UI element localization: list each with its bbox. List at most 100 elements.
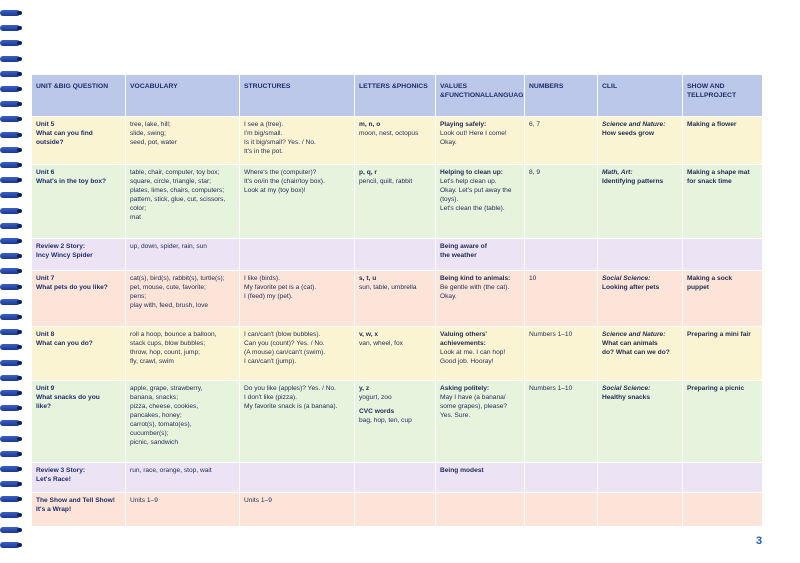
cell-text-line: slide, swing;: [130, 130, 166, 137]
spiral-ring: [0, 192, 22, 199]
cell-text-line: I (feed) my (pet).: [244, 293, 293, 300]
cell-text-line: Numbers 1–10: [529, 385, 573, 392]
vocabulary-cell: run, race, orange, stop, wait: [125, 462, 240, 493]
spiral-ring: [0, 207, 22, 214]
cell-text-line: Unit 7: [36, 275, 55, 282]
table-row: Unit 7 What pets do you like? cat(s), bird…: [31, 270, 763, 327]
header-text-line: LANGUAGE: [489, 91, 525, 99]
cell-text-line: table, chair, computer, toy box;: [130, 169, 220, 176]
cell-text-line: achievements:: [440, 340, 486, 347]
numbers-cell: 6, 7: [524, 116, 598, 165]
unit-cell: Unit 5 What can you find outside?: [31, 116, 126, 165]
structures-cell: [239, 462, 355, 493]
clil-cell: Social Science: Healthy snacks: [597, 380, 683, 463]
cell-text-line: stack cups, blow bubbles;: [130, 340, 206, 347]
table-row: Review 2 Story: Incy Wincy Spider up, down…: [31, 238, 763, 271]
cell-text-line: Can you (count)? Yes. / No.: [244, 340, 325, 347]
vocabulary-cell: apple, grape, strawberry, banana, snacks;…: [125, 380, 240, 463]
clil-cell: Social Science: Looking after pets: [597, 270, 683, 327]
letters-cell: m, n, o moon, nest, octopus: [354, 116, 436, 165]
vocabulary-cell: table, chair, computer, toy box; square, …: [125, 164, 240, 239]
cell-text-line: roll a hoop, bounce a balloon,: [130, 331, 217, 338]
unit-cell: The Show and Tell Show! It's a Wrap!: [31, 492, 126, 527]
values-cell: Being aware of the weather: [435, 238, 525, 271]
cell-text-line: It's a Wrap!: [36, 506, 72, 513]
spiral-ring: [0, 146, 22, 153]
spiral-binding: [0, 0, 22, 563]
cell-text-line: Being aware of: [440, 243, 487, 250]
cell-text-line: Preparing a picnic: [687, 385, 745, 392]
cell-text-line: Asking politely:: [440, 385, 490, 392]
spiral-ring: [0, 496, 22, 503]
cell-text-line: carrot(s), tomato(es),: [130, 421, 192, 428]
structures-cell: [239, 238, 355, 271]
header-values-language: VALUES &FUNCTIONALLANGUAGE: [435, 74, 525, 117]
cell-text-line: Numbers 1–10: [529, 331, 573, 338]
spiral-ring: [0, 420, 22, 427]
cell-text-line: y, z: [359, 385, 370, 392]
cell-text-line: Units 1–9: [130, 497, 158, 504]
cell-text-line: Look out! Here I come!: [440, 130, 507, 137]
syllabus-table: UNIT &BIG QUESTION VOCABULARY STRUCTURES…: [31, 74, 763, 527]
cell-text-line: van, wheel, fox: [359, 340, 403, 347]
values-cell: Playing safely: Look out! Here I come! Oka…: [435, 116, 525, 165]
spiral-ring: [0, 253, 22, 260]
header-text-line: PROJECT: [704, 91, 737, 99]
cell-text-line: I can/can't (blow bubbles).: [244, 331, 321, 338]
cell-text-line: up, down, spider, rain, sun: [130, 243, 207, 250]
cell-text-line: Making a sock: [687, 275, 733, 282]
header-numbers: NUMBERS: [524, 74, 598, 117]
unit-cell: Unit 7 What pets do you like?: [31, 270, 126, 327]
spiral-ring: [0, 70, 22, 77]
cell-text-line: apple, grape, strawberry,: [130, 385, 203, 392]
cell-text-line: cucumber(s);: [130, 430, 169, 437]
spiral-ring: [0, 542, 22, 548]
cell-text-line: yogurt, zoo: [359, 394, 392, 401]
cell-text-line: Review 3 Story:: [36, 467, 86, 474]
numbers-cell: [524, 492, 598, 527]
header-vocabulary: VOCABULARY: [125, 74, 240, 117]
cell-text-line: Do you like (apples)? Yes. / No.: [244, 385, 336, 392]
header-project: SHOW AND TELLPROJECT: [682, 74, 763, 117]
cell-text-line: run, race, orange, stop, wait: [130, 467, 212, 474]
spiral-ring: [0, 10, 22, 16]
spiral-ring: [0, 359, 22, 366]
letters-cell: p, q, r pencil, quilt, rabbit: [354, 164, 436, 239]
cell-text-line: Identifying patterns: [602, 178, 664, 185]
cell-text-line: mat: [130, 214, 141, 221]
cell-text-line: picnic, sandwich: [130, 439, 179, 446]
cell-text-line: cat(s), bird(s), rabbit(s), turtle(s);: [130, 275, 225, 282]
cell-text-line: pet, mouse, cute, favorite;: [130, 284, 206, 291]
header-text-line: STRUCTURES: [244, 83, 291, 90]
cell-text-line: I can/can't (jump).: [244, 358, 297, 365]
cell-text-line: What can you do?: [36, 340, 93, 347]
clil-subject: Social Science:: [602, 275, 651, 282]
cell-text-line: I like (birds).: [244, 275, 280, 282]
cell-text-line: Is it big/small? Yes. / No.: [244, 139, 316, 146]
cell-text-line: Incy Wincy Spider: [36, 252, 93, 259]
unit-cell: Unit 8 What can you do?: [31, 326, 126, 381]
cell-text-line: (toys).: [440, 196, 459, 203]
cell-text-line: What snacks do you: [36, 394, 100, 401]
cell-text-line: play with, feed, brush, love: [130, 302, 209, 309]
cell-text-line: m, n, o: [359, 121, 381, 128]
structures-cell: Units 1–9: [239, 492, 355, 527]
cell-text-line: pencil, quilt, rabbit: [359, 178, 413, 185]
cell-text-line: Let's help clean up.: [440, 178, 497, 185]
letters-cell: y, z yogurt, zoo CVC words bag, hop, ten, c…: [354, 380, 436, 463]
cell-text-line: CVC words: [359, 408, 395, 415]
cell-text-line: Unit 8: [36, 331, 55, 338]
table-row: The Show and Tell Show! It's a Wrap! Units…: [31, 492, 763, 527]
spiral-ring: [0, 298, 22, 305]
cell-text-line: I don't like (pizza).: [244, 394, 297, 401]
clil-cell: [597, 492, 683, 527]
spiral-ring: [0, 344, 22, 351]
cell-text-line: I see a (tree).: [244, 121, 284, 128]
values-cell: Being kind to animals: Be gentle with (th…: [435, 270, 525, 327]
cell-text-line: My favorite snack is (a banana).: [244, 403, 338, 410]
cell-text-line: My favorite pet is a (cat).: [244, 284, 317, 291]
clil-cell: Science and Nature: What can animals do? W…: [597, 326, 683, 381]
clil-cell: [597, 462, 683, 493]
table-row: Review 3 Story: Let's Race! run, race, ora…: [31, 462, 763, 493]
unit-cell: Unit 6 What's in the toy box?: [31, 164, 126, 239]
